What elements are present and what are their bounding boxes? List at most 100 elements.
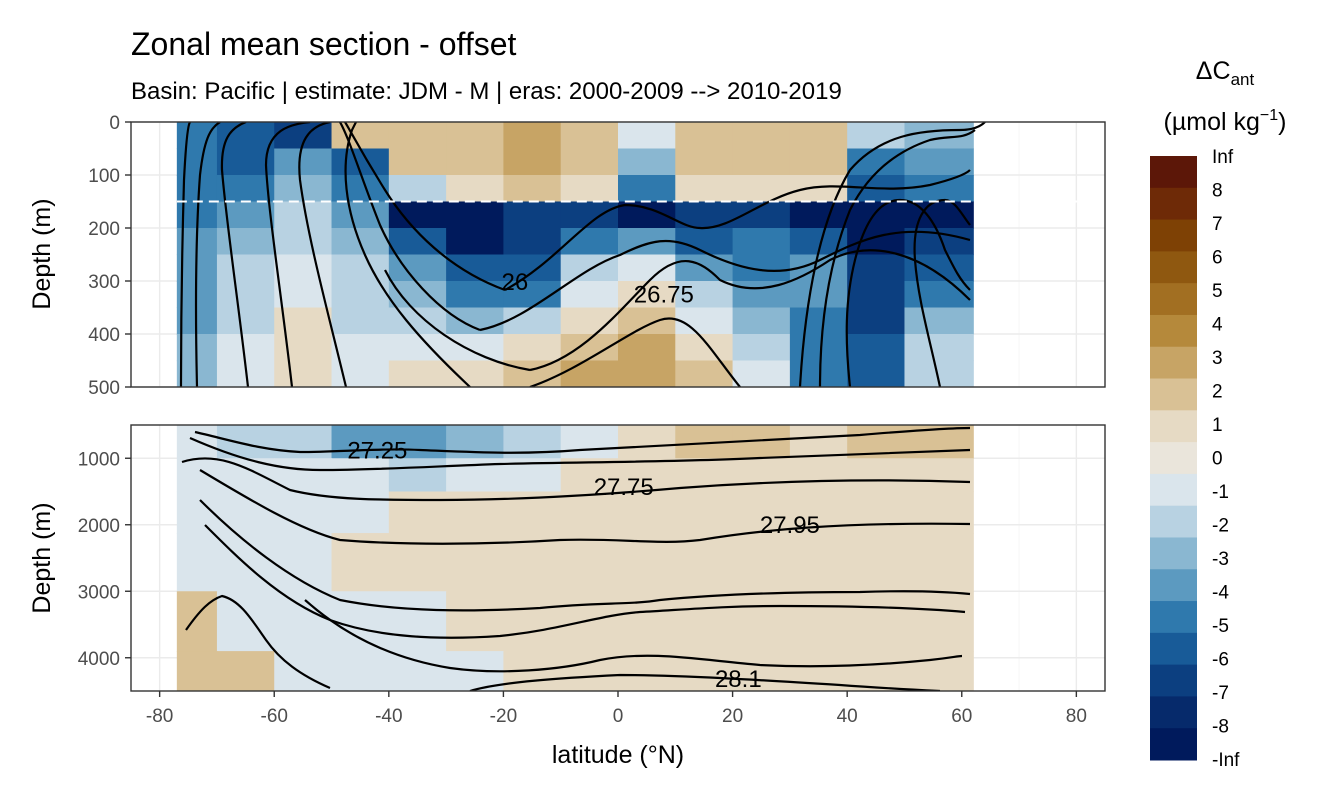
y-tick-label: 200 bbox=[88, 219, 120, 240]
field-cell bbox=[560, 533, 619, 592]
legend-swatch bbox=[1150, 473, 1197, 507]
isopycnal-label: 27.25 bbox=[347, 437, 407, 464]
field-cell bbox=[560, 228, 619, 256]
isopycnal-line bbox=[798, 122, 986, 387]
field-cell bbox=[331, 334, 390, 362]
field-cell bbox=[618, 458, 676, 493]
field-cell bbox=[675, 334, 734, 362]
legend-swatch bbox=[1150, 569, 1197, 602]
field-cell bbox=[388, 458, 447, 493]
legend-label: -8 bbox=[1212, 717, 1229, 738]
field-cell bbox=[732, 307, 791, 335]
field-cell bbox=[732, 334, 791, 362]
isopycnal-label: 26 bbox=[502, 269, 529, 296]
field-cell bbox=[388, 201, 447, 229]
field-cell bbox=[176, 148, 218, 176]
lower-panel: 27.25 27.75 27.95 28.1 1000 2000 3000 4000 bbox=[78, 424, 1106, 693]
legend-label: 5 bbox=[1212, 281, 1223, 302]
y-axis-title-upper: Depth (m) bbox=[28, 198, 56, 309]
legend-swatch bbox=[1150, 664, 1197, 697]
field-cell bbox=[331, 122, 390, 150]
legend-label: -2 bbox=[1212, 516, 1229, 537]
field-cell bbox=[847, 360, 906, 387]
legend-unit: (µmol kg−1) bbox=[1164, 107, 1287, 136]
field-cell bbox=[904, 281, 974, 309]
colorbar-legend: ΔCant (µmol kg−1) Inf 8 7 6 5 4 3 2 1 0 -1 -2 -3 -4 -5… bbox=[1150, 57, 1286, 771]
chart-subtitle: Basin: Pacific | estimate: JDM - M | era… bbox=[131, 78, 842, 105]
field-cell bbox=[503, 201, 562, 229]
field-cell bbox=[216, 254, 275, 282]
field-cell bbox=[503, 228, 562, 256]
isopycnal-line bbox=[181, 457, 971, 502]
field-cell bbox=[176, 281, 218, 309]
field-cell bbox=[732, 651, 791, 691]
y-tick-label: 0 bbox=[109, 113, 120, 134]
field-cell bbox=[216, 175, 275, 203]
field-cell bbox=[560, 591, 619, 652]
field-cell bbox=[675, 148, 734, 176]
isopycnal-label: 27.95 bbox=[760, 512, 820, 539]
x-tick-label: 20 bbox=[722, 706, 743, 727]
field-cell bbox=[847, 334, 906, 362]
legend-swatch bbox=[1150, 442, 1197, 475]
field-cell bbox=[446, 491, 505, 534]
field-cell bbox=[789, 458, 848, 493]
field-cell bbox=[503, 591, 562, 652]
legend-swatch bbox=[1150, 219, 1197, 252]
field-cell bbox=[446, 425, 505, 459]
field-cell bbox=[274, 425, 333, 459]
field-cell bbox=[560, 175, 619, 203]
field-cell bbox=[618, 175, 676, 203]
field-cell bbox=[446, 334, 505, 362]
field-cell bbox=[904, 307, 974, 335]
field-cell bbox=[388, 122, 447, 150]
field-cell bbox=[847, 281, 906, 309]
legend-label: 4 bbox=[1212, 315, 1223, 336]
chart-title: Zonal mean section - offset bbox=[131, 26, 517, 62]
field-cell bbox=[847, 651, 906, 691]
field-cell bbox=[618, 254, 676, 282]
isopycnal-line bbox=[344, 122, 471, 387]
legend-swatch bbox=[1150, 283, 1197, 316]
field-cell bbox=[675, 360, 734, 387]
isopycnal-line bbox=[264, 122, 311, 387]
legend-keys: Inf 8 7 6 5 4 3 2 1 0 -1 -2 -3 -4 -5 -6 -7 -8 -Inf bbox=[1150, 147, 1240, 771]
legend-label: 6 bbox=[1212, 248, 1223, 269]
field-cell bbox=[331, 307, 390, 335]
field-cell bbox=[904, 175, 974, 203]
y-tick-label: 3000 bbox=[78, 582, 120, 603]
field-cell bbox=[503, 307, 562, 335]
field-cell bbox=[446, 201, 505, 229]
field-cell bbox=[216, 122, 275, 150]
field-cell bbox=[789, 175, 848, 203]
field-cell bbox=[503, 122, 562, 150]
field-cell bbox=[331, 175, 390, 203]
field-cell bbox=[789, 425, 848, 459]
isopycnal-line bbox=[199, 469, 971, 545]
field-cell bbox=[176, 458, 218, 493]
field-cell bbox=[789, 591, 848, 652]
legend-label: -4 bbox=[1212, 583, 1229, 604]
legend-title-main: ΔC bbox=[1196, 57, 1231, 85]
field-cell bbox=[789, 307, 848, 335]
y-tick-label: 4000 bbox=[78, 649, 120, 670]
legend-swatch bbox=[1150, 378, 1197, 411]
y-tick-label: 400 bbox=[88, 325, 120, 346]
y-axis-lower: 1000 2000 3000 4000 bbox=[78, 449, 131, 670]
isopycnal-line bbox=[194, 426, 971, 454]
y-axis-upper: 0 100 200 300 400 500 bbox=[88, 113, 131, 399]
field-cell bbox=[618, 533, 676, 592]
field-cell bbox=[446, 175, 505, 203]
field-cell bbox=[789, 281, 848, 309]
legend-swatch bbox=[1150, 156, 1197, 189]
field-cell bbox=[274, 334, 333, 362]
field-cell bbox=[331, 254, 390, 282]
x-tick-label: -80 bbox=[146, 706, 173, 727]
x-axis-title: latitude (°N) bbox=[552, 741, 684, 769]
legend-swatch bbox=[1150, 601, 1197, 634]
field-cell bbox=[904, 148, 974, 176]
isopycnal-line bbox=[845, 198, 971, 387]
field-cell bbox=[618, 425, 676, 459]
field-cell bbox=[675, 228, 734, 256]
field-cell bbox=[675, 122, 734, 150]
